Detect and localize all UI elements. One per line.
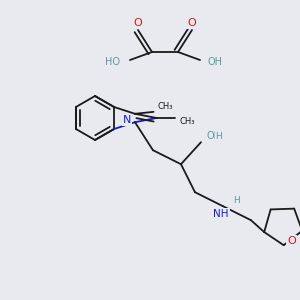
- Text: O: O: [188, 18, 196, 28]
- Text: O: O: [287, 236, 296, 246]
- Text: O: O: [134, 18, 142, 28]
- Text: NH: NH: [213, 209, 229, 219]
- Text: OH: OH: [207, 131, 222, 141]
- Text: N: N: [123, 115, 131, 125]
- Text: H: H: [234, 196, 240, 205]
- Text: H: H: [216, 132, 222, 141]
- Text: CH₃: CH₃: [179, 116, 195, 125]
- Text: HO: HO: [105, 57, 120, 67]
- Text: CH₃: CH₃: [158, 102, 173, 111]
- Text: OH: OH: [208, 57, 223, 67]
